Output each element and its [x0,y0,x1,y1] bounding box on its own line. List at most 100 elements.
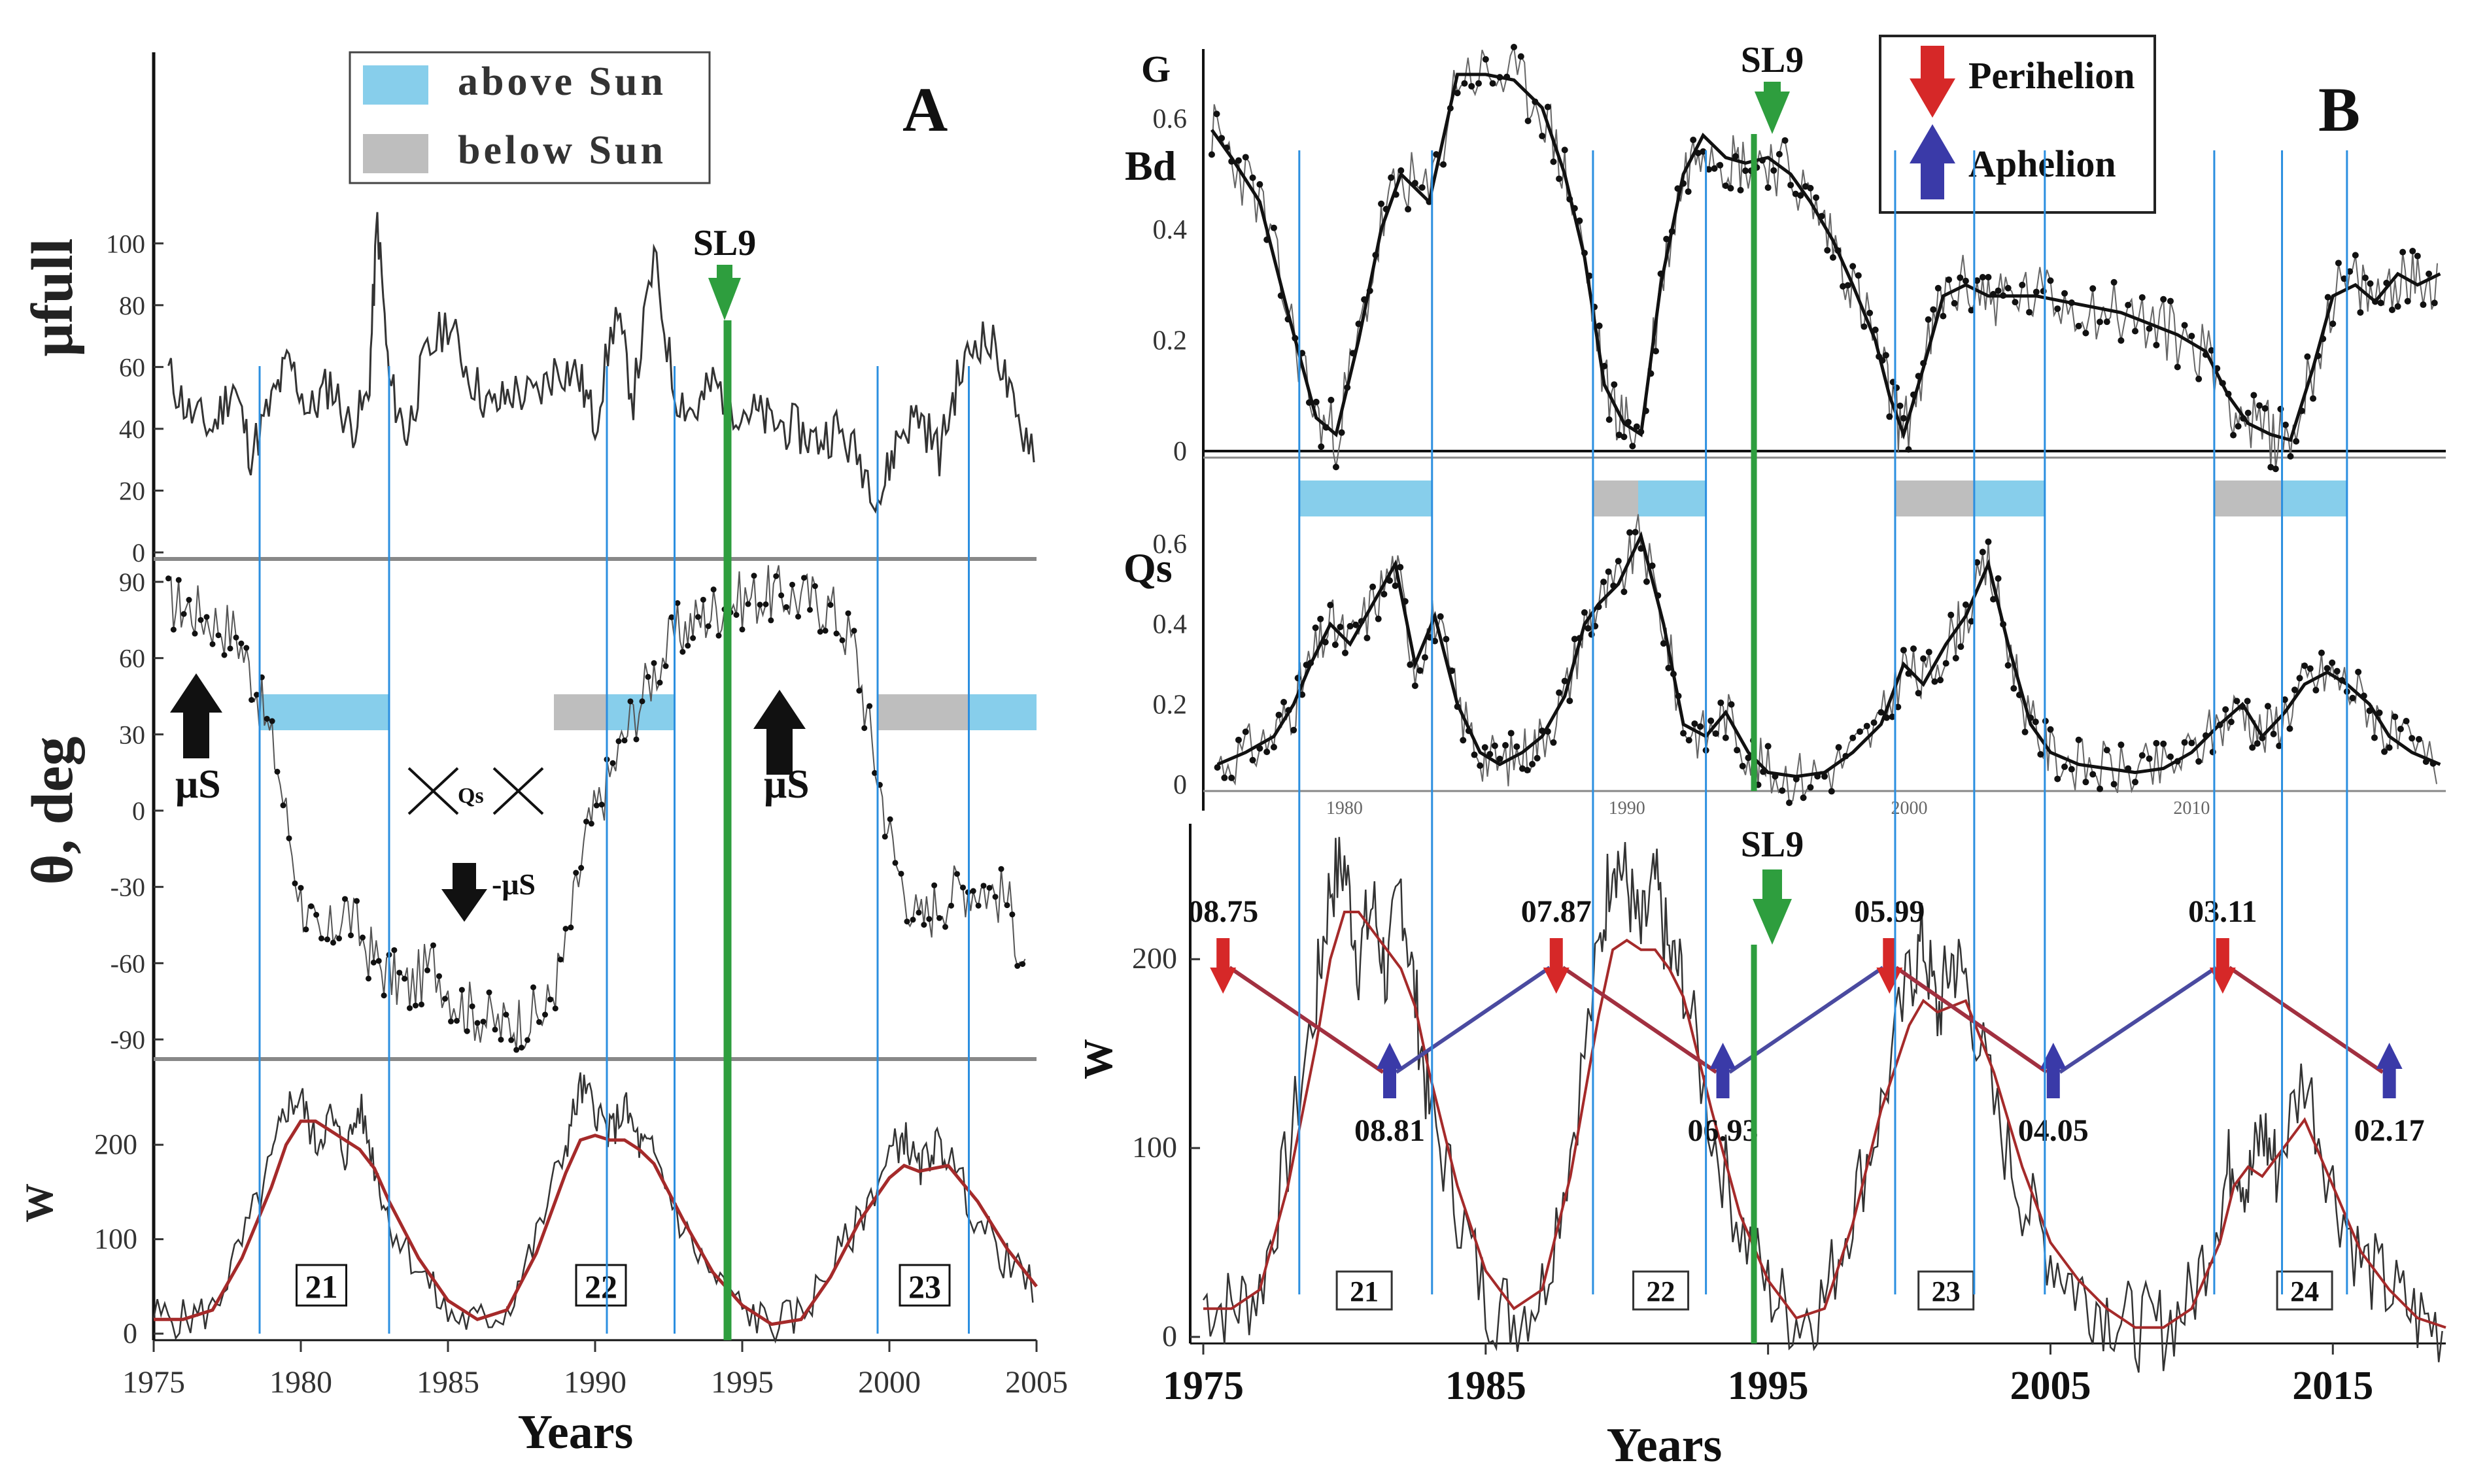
b-bd-point-88 [1482,56,1489,63]
a-cycle-label-1: 22 [585,1268,617,1305]
b-minor-xtick-label-3: 2010 [2173,798,2210,818]
a-theta-point-242 [833,630,840,637]
b-bd-point-14 [1249,174,1256,181]
b-bd-point-108 [1550,158,1557,165]
b-qs-point-0 [1214,764,1221,771]
b-orbit-connector-1 [1395,966,1551,1074]
a-theta-point-22 [227,645,233,652]
b-bd-point-422 [2409,248,2416,255]
b-qs-point-116 [1529,760,1536,767]
b-bd-point-276 [1974,277,1981,284]
a-theta-point-70 [360,934,366,941]
panel-b-xlabel: Years [1607,1419,1723,1472]
a-theta-point-138 [547,996,553,1003]
a-theta-point-86 [402,975,408,982]
a-theta-point-188 [685,643,691,649]
b-perihelion-label-2: 07.87 [1521,894,1592,929]
a-theta-point-72 [366,975,371,982]
a-theta-point-256 [872,769,878,776]
b-qs-point-186 [1707,717,1715,724]
a-theta-point-20 [221,652,228,658]
b-qs-point-28 [1299,691,1306,698]
panel-b-sl9-arrow-top-icon [1755,82,1790,134]
a-theta-point-0 [165,575,171,582]
b-qs-point-240 [1878,709,1885,716]
b-cycle-box-0 [1335,1270,1393,1311]
b-qs-point-224 [1821,773,1828,780]
b-bd-point-316 [2103,318,2110,326]
b-qs-point-212 [1779,787,1786,794]
b-qs-point-262 [1937,677,1944,684]
a-theta-point-94 [424,967,430,973]
a-theta-point-266 [898,870,904,877]
b-qs-point-146 [1600,579,1607,586]
a-theta-point-140 [552,1005,558,1012]
b-bd-point-414 [2388,307,2395,314]
a-xtick-label-2: 1985 [417,1365,479,1400]
b-bd-point-272 [1962,277,1969,284]
b-qs-point-6 [1235,736,1242,743]
b-qs-point-316 [2089,771,2097,778]
b-aphelion-label-3: 06.93 [1688,1113,1758,1148]
b-qs-point-396 [2333,667,2341,675]
b-bd-point-370 [2272,465,2279,473]
a-theta-point-220 [773,573,780,579]
b-qs-point-76 [1421,654,1428,661]
b-bd-point-382 [2304,353,2311,360]
a-theta-point-102 [448,1018,454,1024]
b-qs-point-226 [1828,788,1835,795]
b-bd-point-84 [1468,82,1475,90]
a-mu-ytick-label-1: 20 [119,476,145,505]
a-theta-point-270 [910,917,916,923]
b-qs-point-152 [1615,558,1622,565]
a-th-ytick-label-2: 30 [119,720,145,749]
a-theta-point-112 [474,1020,481,1026]
b-qs-point-394 [2329,659,2336,666]
b-qs-point-42 [1331,641,1339,649]
minus-mu-s-arrow [441,863,487,922]
b-bd-point-202 [1792,190,1799,197]
b-qs-point-20 [1280,699,1288,706]
b-w-ytick-label-0: 0 [1162,1319,1177,1353]
b-bd-point-266 [1946,276,1952,283]
b-qs-point-288 [2004,662,2012,669]
b-bd-point-326 [2138,294,2146,301]
b-qs-point-314 [2082,779,2089,786]
panel-b-label: B [2318,75,2360,144]
a-theta-point-66 [348,932,354,939]
b-minor-xtick-label-2: 2000 [1891,798,1928,818]
a-theta-point-118 [492,1026,498,1033]
a-theta-point-296 [980,883,987,889]
b-qs-point-54 [1364,634,1371,641]
b-qs-point-330 [2138,752,2146,759]
b-qs-smoothed-line [1216,531,2441,779]
a-theta-point-230 [801,575,807,581]
a-theta-point-76 [375,958,382,964]
b-bd-smoothed-line [1210,73,2441,443]
b-qs-point-388 [2312,686,2320,694]
panel-a-sl9-label: SL9 [693,223,757,263]
a-theta-point-254 [866,703,873,709]
minus-mu-s-label: -μS [492,868,536,901]
a-theta-point-234 [812,583,818,590]
a-theta-point-14 [203,614,210,620]
perihelion-arrow-icon [1910,46,1955,118]
a-mu-ytick-label-5: 100 [106,229,145,258]
b-bd-point-32 [1312,398,1320,405]
b-orbit-connector-2 [1562,966,1718,1074]
a-theta-point-268 [904,919,910,925]
a-theta-point-248 [851,628,857,634]
b-qs-point-238 [1870,719,1878,726]
a-theta-point-52 [308,903,315,909]
b-bd-point-398 [2346,268,2354,275]
a-theta-point-228 [795,613,801,620]
a-theta-point-146 [568,924,574,931]
a-theta-point-128 [519,1044,524,1051]
b-qs-point-354 [2222,706,2229,713]
b-orbit-connector-5 [2059,966,2218,1074]
b-bd-point-310 [2082,329,2089,337]
b-bd-point-230 [1866,309,1874,316]
b-bd-ytick-label-1: 0.2 [1153,326,1188,356]
a-theta-point-134 [536,1019,542,1025]
a-mu-ytick-label-4: 80 [119,291,145,320]
